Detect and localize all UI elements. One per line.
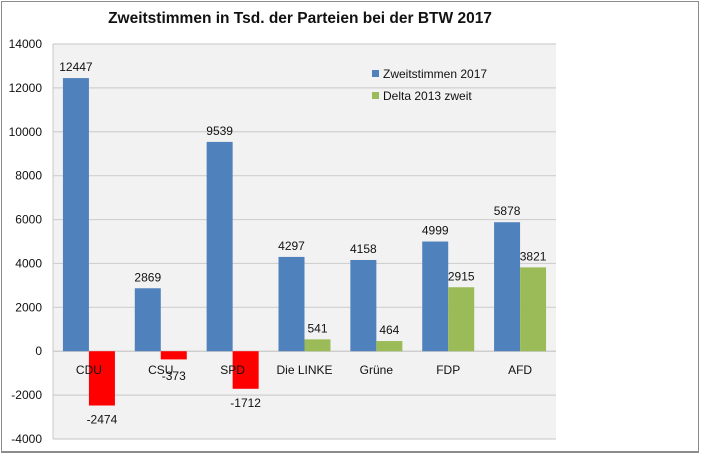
bar-delta xyxy=(88,351,115,406)
bar-delta xyxy=(448,287,475,352)
bar-delta xyxy=(304,339,331,352)
bar-delta xyxy=(160,351,187,360)
data-label: 4297 xyxy=(278,239,305,253)
legend: Zweitstimmen 2017 Delta 2013 zweit xyxy=(372,67,487,103)
bar-zweitstimmen xyxy=(278,256,305,352)
bar-zweitstimmen xyxy=(62,78,89,352)
y-tick-label: 14000 xyxy=(9,37,43,51)
bar-delta xyxy=(376,341,403,352)
data-label: 3821 xyxy=(520,249,547,263)
data-label: -373 xyxy=(162,369,186,383)
category-label: FDP xyxy=(436,363,460,377)
data-label: 4999 xyxy=(422,224,449,238)
category-label: AFD xyxy=(508,363,532,377)
legend-label-delta: Delta 2013 zweit xyxy=(383,89,472,103)
plot-area xyxy=(53,44,556,439)
data-label: 2869 xyxy=(134,270,161,284)
data-label: 9539 xyxy=(206,124,233,138)
legend-label-zweitstimmen: Zweitstimmen 2017 xyxy=(383,67,487,81)
bar-delta xyxy=(232,351,259,389)
bar-zweitstimmen xyxy=(494,222,521,352)
category-label: CDU xyxy=(76,363,102,377)
data-label: 2915 xyxy=(448,269,475,283)
data-label: -2474 xyxy=(87,413,118,427)
bar-zweitstimmen xyxy=(422,241,449,352)
data-label: 5878 xyxy=(494,204,521,218)
y-tick-label: 10000 xyxy=(9,125,43,139)
data-label: 464 xyxy=(379,323,399,337)
category-label: SPD xyxy=(220,363,245,377)
data-label: 541 xyxy=(307,321,327,335)
category-label: CSU xyxy=(148,363,173,377)
y-tick-label: 12000 xyxy=(9,81,43,95)
category-label: Die LINKE xyxy=(276,363,332,377)
category-label: Grüne xyxy=(360,363,394,377)
data-label: -1712 xyxy=(230,396,261,410)
data-label: 12447 xyxy=(59,60,93,74)
bar-zweitstimmen xyxy=(206,141,233,352)
y-tick-label: -2000 xyxy=(11,388,42,402)
y-tick-label: 4000 xyxy=(15,256,42,270)
chart-title: Zweitstimmen in Tsd. der Parteien bei de… xyxy=(108,10,492,27)
legend-swatch-delta xyxy=(372,92,379,99)
y-tick-label: 2000 xyxy=(15,300,42,314)
y-tick-label: -4000 xyxy=(11,432,42,446)
y-tick-label: 6000 xyxy=(15,213,42,227)
y-tick-label: 8000 xyxy=(15,169,42,183)
bar-delta xyxy=(520,267,547,352)
bar-zweitstimmen xyxy=(134,288,161,352)
y-tick-label: 0 xyxy=(35,344,42,358)
legend-swatch-zweitstimmen xyxy=(372,70,379,77)
data-label: 4158 xyxy=(350,242,377,256)
bar-zweitstimmen xyxy=(350,259,377,352)
